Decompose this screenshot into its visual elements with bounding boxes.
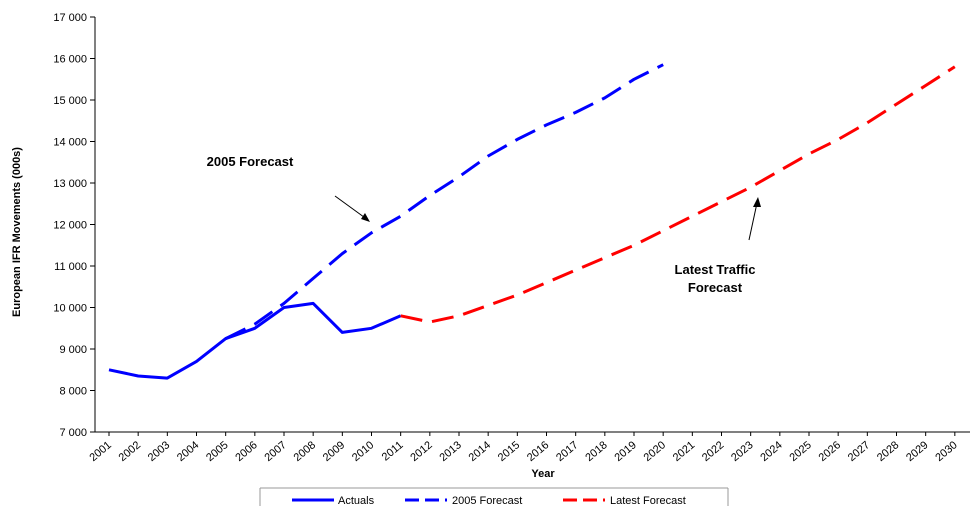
annotation-2005-forecast: 2005 Forecast — [207, 154, 294, 169]
y-tick-label: 8 000 — [59, 386, 87, 398]
x-tick-label: 2012 — [408, 439, 434, 464]
x-tick-label: 2027 — [846, 439, 872, 464]
x-tick-label: 2030 — [933, 439, 959, 464]
x-tick-label: 2024 — [758, 439, 784, 464]
annotation-arrow-latest-traffic — [748, 202, 758, 241]
y-axis-title: European IFR Movements (000s) — [11, 147, 23, 317]
x-tick-label: 2026 — [817, 439, 843, 464]
x-tick-label: 2006 — [233, 439, 259, 464]
y-tick-label: 15 000 — [53, 95, 87, 107]
x-tick-label: 2005 — [204, 439, 230, 464]
x-tick-label: 2015 — [496, 439, 522, 464]
y-tick-label: 7 000 — [59, 427, 87, 439]
legend-label-2005-forecast: 2005 Forecast — [452, 495, 522, 506]
annotation-arrowhead-2005-forecast — [361, 213, 370, 222]
y-tick-label: 14 000 — [53, 137, 87, 149]
annotation-arrowhead-latest-traffic — [753, 197, 761, 207]
x-tick-label: 2021 — [671, 439, 697, 464]
x-tick-label: 2004 — [175, 439, 201, 464]
y-tick-label: 10 000 — [53, 303, 87, 315]
y-tick-label: 17 000 — [53, 12, 87, 24]
legend-label-latest-forecast: Latest Forecast — [610, 495, 686, 506]
series-line-latest-forecast — [400, 65, 956, 324]
legend-label-actuals: Actuals — [338, 495, 375, 506]
x-tick-label: 2008 — [292, 439, 318, 464]
annotation-latest-traffic-line2: Forecast — [688, 280, 743, 295]
axes — [94, 17, 970, 433]
y-ticks: 7 000 8 000 9 000 10 000 11 000 12 000 13 000 1… — [53, 12, 95, 439]
series-line-2005-forecast — [225, 63, 664, 340]
y-tick-label: 12 000 — [53, 220, 87, 232]
x-tick-label: 2002 — [117, 439, 143, 464]
x-axis-title: Year — [531, 468, 555, 480]
x-tick-label: 2028 — [875, 439, 901, 464]
x-ticks: 2001 2002 2003 2004 2005 2006 2007 2008 2009 2010… — [87, 432, 960, 464]
x-tick-label: 2023 — [729, 439, 755, 464]
y-tick-label: 9 000 — [59, 344, 87, 356]
y-tick-label: 11 000 — [54, 261, 87, 273]
x-tick-label: 2014 — [467, 439, 493, 464]
series-line-actuals — [108, 301, 402, 380]
y-tick-label: 16 000 — [53, 54, 87, 66]
x-tick-label: 2009 — [321, 439, 347, 464]
x-tick-label: 2013 — [437, 439, 463, 464]
annotation-latest-traffic-line1: Latest Traffic — [675, 262, 756, 277]
x-tick-label: 2011 — [380, 439, 406, 463]
x-tick-label: 2010 — [350, 439, 376, 464]
x-tick-label: 2017 — [554, 439, 580, 464]
series-group — [108, 63, 956, 380]
x-tick-label: 2007 — [262, 439, 288, 464]
annotation-arrow-2005-forecast — [334, 195, 369, 221]
legend: Actuals 2005 Forecast Latest Forecast — [259, 487, 729, 506]
x-tick-label: 2001 — [87, 439, 113, 464]
x-tick-label: 2025 — [787, 439, 813, 464]
x-tick-label: 2018 — [583, 439, 609, 464]
x-tick-label: 2029 — [904, 439, 930, 464]
y-tick-label: 13 000 — [53, 178, 87, 190]
x-tick-label: 2020 — [642, 439, 668, 464]
x-tick-label: 2003 — [146, 439, 172, 464]
x-tick-label: 2022 — [700, 439, 726, 464]
x-tick-label: 2019 — [612, 439, 638, 464]
x-tick-label: 2016 — [525, 439, 551, 464]
